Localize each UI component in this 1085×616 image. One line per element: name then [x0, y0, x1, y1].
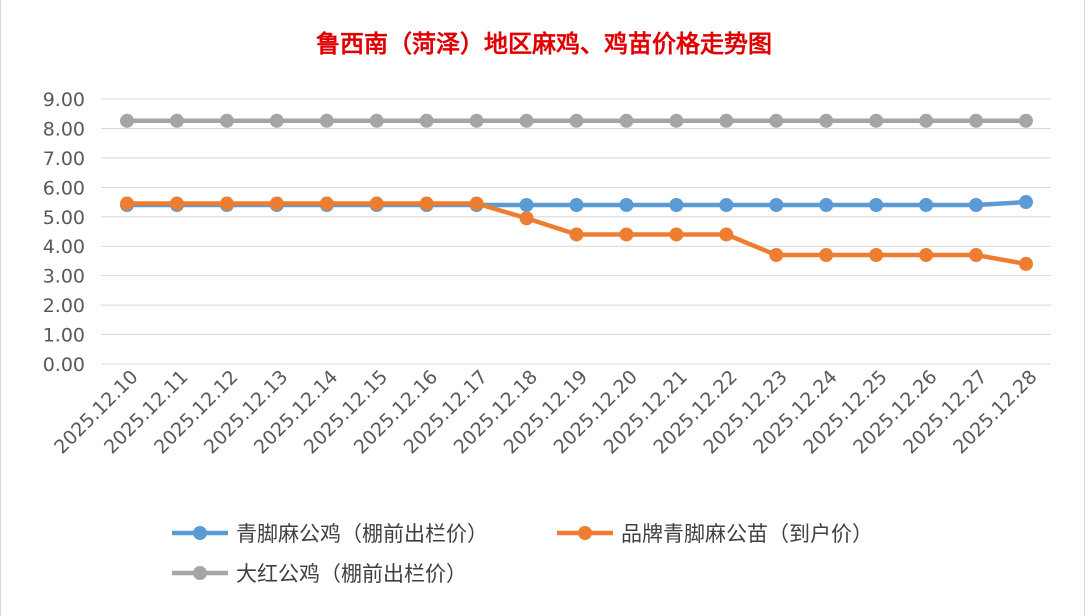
y-tick-label: 1.00 — [43, 325, 85, 347]
legend-entry: 青脚麻公鸡（棚前出栏价） — [172, 522, 488, 546]
legend-marker — [193, 526, 207, 540]
data-point — [569, 227, 584, 242]
data-point — [120, 113, 134, 128]
y-axis-ticks: 0.00 1.00 2.00 3.00 4.00 5.00 6.00 7.00 8.00 9.00 — [43, 89, 85, 376]
data-point — [1019, 256, 1033, 271]
y-tick-label: 0.00 — [43, 354, 85, 376]
data-point — [469, 196, 484, 211]
data-point — [469, 113, 484, 128]
data-point — [619, 198, 634, 212]
legend-entry: 品牌青脚麻公苗（到户价） — [557, 522, 873, 546]
data-point — [369, 113, 384, 128]
data-point — [819, 198, 834, 212]
data-point — [569, 113, 584, 128]
series-0 — [120, 113, 1033, 128]
data-point — [869, 113, 884, 128]
x-axis-ticks: 2025.12.102025.12.112025.12.122025.12.13… — [50, 366, 1041, 458]
data-point — [819, 248, 834, 263]
data-point — [969, 248, 984, 263]
data-point — [169, 196, 184, 211]
series-lines — [120, 113, 1033, 271]
data-point — [319, 196, 334, 211]
y-tick-label: 5.00 — [43, 207, 85, 229]
gridlines — [101, 98, 1051, 365]
y-tick-label: 6.00 — [43, 177, 85, 199]
data-point — [669, 113, 684, 128]
series-2 — [120, 196, 1033, 271]
data-point — [969, 113, 984, 128]
data-point — [719, 198, 734, 212]
data-point — [1019, 195, 1033, 210]
data-point — [169, 113, 184, 128]
data-point — [419, 113, 434, 128]
data-point — [519, 198, 534, 212]
data-point — [869, 198, 884, 212]
y-tick-label: 4.00 — [43, 236, 85, 258]
y-tick-label: 8.00 — [43, 118, 85, 140]
data-point — [219, 196, 234, 211]
legend-marker — [193, 566, 207, 580]
data-point — [269, 113, 284, 128]
data-point — [619, 113, 634, 128]
y-tick-label: 2.00 — [43, 295, 85, 317]
y-tick-label: 7.00 — [43, 148, 85, 170]
data-point — [269, 196, 284, 211]
data-point — [869, 248, 884, 263]
legend-label: 大红公鸡（棚前出栏价） — [236, 562, 467, 586]
data-point — [120, 196, 134, 211]
legend-marker — [578, 526, 592, 540]
chart-title: 鲁西南（菏泽）地区麻鸡、鸡苗价格走势图 — [316, 29, 772, 58]
data-point — [369, 196, 384, 211]
legend-entry: 大红公鸡（棚前出栏价） — [172, 562, 467, 586]
data-point — [819, 113, 834, 128]
data-point — [419, 196, 434, 211]
data-point — [669, 198, 684, 212]
data-point — [519, 113, 534, 128]
data-point — [319, 113, 334, 128]
data-point — [919, 113, 934, 128]
data-point — [969, 198, 984, 212]
data-point — [919, 198, 934, 212]
data-point — [519, 211, 534, 226]
data-point — [919, 248, 934, 263]
data-point — [769, 198, 784, 212]
data-point — [219, 113, 234, 128]
data-point — [719, 227, 734, 242]
data-point — [619, 227, 634, 242]
data-point — [769, 113, 784, 128]
data-point — [769, 248, 784, 263]
data-point — [669, 227, 684, 242]
y-tick-label: 9.00 — [43, 89, 85, 111]
legend: 青脚麻公鸡（棚前出栏价） 品牌青脚麻公苗（到户价） 大红公鸡（棚前出栏价） — [172, 522, 873, 586]
data-point — [719, 113, 734, 128]
data-point — [569, 198, 584, 212]
data-point — [1019, 113, 1033, 128]
y-tick-label: 3.00 — [43, 266, 85, 288]
legend-label: 品牌青脚麻公苗（到户价） — [621, 522, 873, 546]
legend-label: 青脚麻公鸡（棚前出栏价） — [236, 522, 488, 546]
